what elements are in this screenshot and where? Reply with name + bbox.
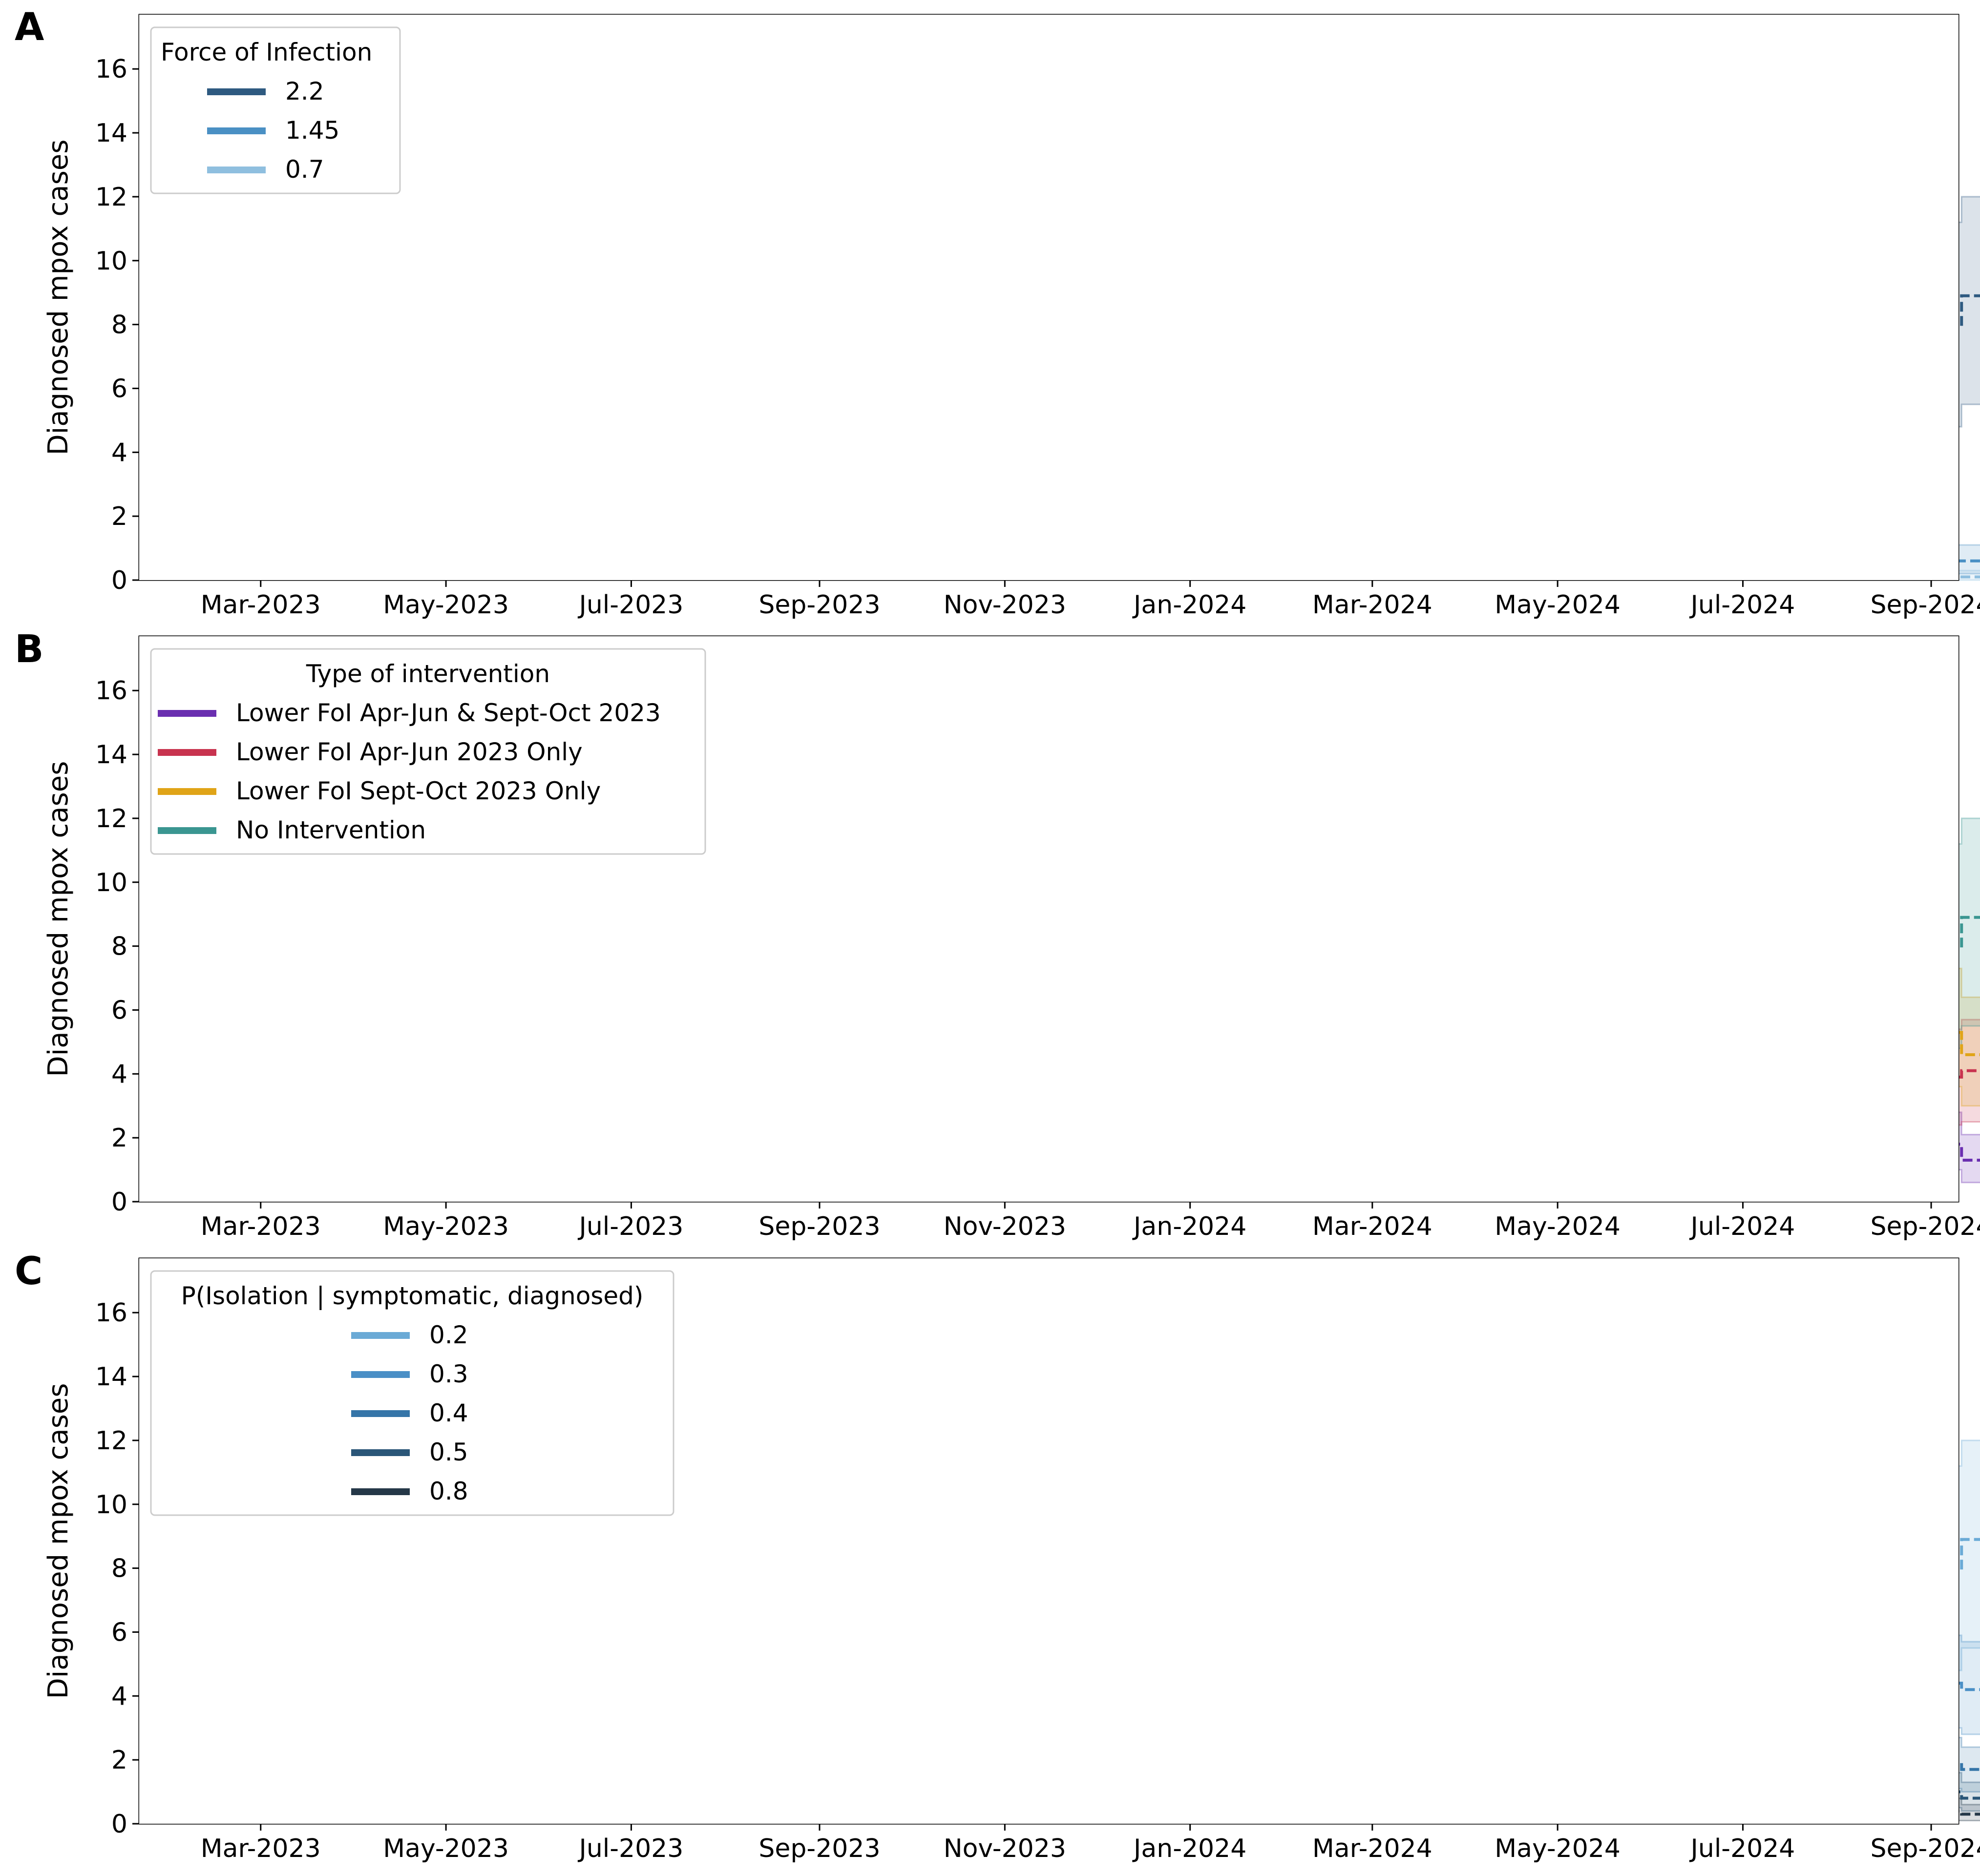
x-tick-label: Sep-2023 (758, 1834, 880, 1863)
x-tick-label: Jul-2024 (1689, 1212, 1795, 1241)
legend-entry-label: 0.3 (429, 1360, 468, 1388)
y-tick-label: 12 (95, 1426, 127, 1456)
y-tick-label: 8 (111, 1554, 127, 1584)
x-tick-label: Jul-2024 (1689, 590, 1795, 620)
legend-entry-label: 0.5 (429, 1438, 468, 1466)
panel-label-a: A (15, 5, 44, 49)
y-tick-label: 6 (111, 1618, 127, 1647)
y-tick-label: 0 (111, 566, 127, 595)
y-tick-label: 10 (95, 1490, 127, 1520)
y-tick-label: 14 (95, 740, 127, 770)
legend-entry-label: 1.45 (285, 116, 339, 145)
panel-label-c: C (15, 1250, 42, 1293)
y-axis-label-c: Diagnosed mpox cases (42, 1383, 74, 1699)
legend-entry-label: No Intervention (236, 816, 426, 844)
legend-entry-label: 0.7 (285, 155, 324, 184)
y-tick-label: 10 (95, 868, 127, 897)
x-tick-label: Mar-2024 (1312, 1834, 1432, 1863)
panel-c: 0 2 4 6 8 10 12 14 16 Mar-2023 May-2023 Jul-2023 Sep… (15, 1250, 1980, 1863)
y-tick-label: 0 (111, 1188, 127, 1217)
x-tick-label: Mar-2024 (1312, 590, 1432, 620)
x-tick-label: Nov-2023 (944, 1212, 1066, 1241)
x-tick-label: Sep-2023 (758, 590, 880, 620)
x-tick-label: May-2023 (383, 1212, 509, 1241)
y-tick-label: 10 (95, 247, 127, 276)
y-tick-label: 12 (95, 183, 127, 212)
plot-area-a (139, 15, 1959, 580)
y-tick-label: 14 (95, 119, 127, 148)
x-tick-label: Jul-2023 (578, 590, 684, 620)
y-tick-label: 2 (111, 1124, 127, 1153)
y-tick-label: 8 (111, 311, 127, 340)
x-tick-label: May-2023 (383, 590, 509, 620)
y-axis-label-a: Diagnosed mpox cases (42, 140, 74, 456)
panel-a: 0 2 4 6 8 10 12 14 16 Mar-2023 May-2023 Jul-2023 Sep… (15, 5, 1980, 620)
x-tick-label: Sep-2024 (1870, 1212, 1980, 1241)
legend-entry-label: 0.2 (429, 1321, 468, 1349)
y-tick-label: 0 (111, 1810, 127, 1839)
legend-a: Force of Infection 2.2 1.45 0.7 (150, 26, 401, 194)
y-tick-label: 16 (95, 676, 127, 706)
y-tick-label: 14 (95, 1362, 127, 1392)
y-tick-label: 8 (111, 932, 127, 961)
y-tick-label: 4 (111, 1682, 127, 1711)
x-tick-label: Mar-2023 (201, 1834, 321, 1863)
y-axis-label-b: Diagnosed mpox cases (42, 761, 74, 1077)
legend-title-c: P(Isolation | symptomatic, diagnosed) (181, 1282, 644, 1310)
legend-entry-label: 0.4 (429, 1399, 468, 1427)
x-tick-label: Sep-2024 (1870, 590, 1980, 620)
legend-entry-label: 2.2 (285, 77, 324, 105)
legend-b: Type of intervention Lower FoI Apr-Jun &… (150, 648, 706, 855)
x-tick-label: May-2024 (1495, 1834, 1621, 1863)
legend-c: P(Isolation | symptomatic, diagnosed) 0.… (150, 1270, 674, 1516)
y-tick-label: 6 (111, 374, 127, 403)
y-tick-label: 2 (111, 1746, 127, 1775)
axes-a: 0 2 4 6 8 10 12 14 16 Mar-2023 May-2023 Jul-2023 Sep… (95, 15, 1980, 620)
legend-box-b (150, 648, 706, 855)
x-tick-label: Nov-2023 (944, 590, 1066, 620)
x-tick-label: Nov-2023 (944, 1834, 1066, 1863)
legend-entry-label: Lower FoI Apr-Jun & Sept-Oct 2023 (236, 699, 661, 727)
x-tick-label: Jul-2024 (1689, 1834, 1795, 1863)
x-tick-label: May-2024 (1495, 590, 1621, 620)
x-tick-label: May-2023 (383, 1834, 509, 1863)
legend-box-a (150, 26, 401, 194)
x-tick-label: Mar-2024 (1312, 1212, 1432, 1241)
x-tick-label: Mar-2023 (201, 1212, 321, 1241)
legend-entry-label: Lower FoI Apr-Jun 2023 Only (236, 738, 583, 766)
x-tick-label: Jul-2023 (578, 1212, 684, 1241)
y-tick-label: 6 (111, 996, 127, 1025)
legend-entry-label: Lower FoI Sept-Oct 2023 Only (236, 777, 601, 805)
x-tick-label: Jan-2024 (1132, 1834, 1246, 1863)
x-tick-label: Jan-2024 (1132, 1212, 1246, 1241)
legend-box-c (150, 1270, 674, 1516)
x-tick-label: May-2024 (1495, 1212, 1621, 1241)
y-tick-label: 2 (111, 502, 127, 531)
x-tick-label: Sep-2024 (1870, 1834, 1980, 1863)
y-tick-label: 12 (95, 804, 127, 834)
x-tick-label: Mar-2023 (201, 590, 321, 620)
legend-title-a: Force of Infection (161, 38, 372, 66)
x-tick-label: Sep-2023 (758, 1212, 880, 1241)
panel-label-b: B (15, 627, 43, 671)
y-tick-label: 4 (111, 438, 127, 467)
panel-b: 0 2 4 6 8 10 12 14 16 Mar-2023 May-2023 Jul-2023 Sep… (15, 627, 1980, 1241)
legend-entry-label: 0.8 (429, 1477, 468, 1505)
legend-title-b: Type of intervention (306, 660, 550, 688)
y-tick-label: 16 (95, 1298, 127, 1328)
y-tick-label: 4 (111, 1060, 127, 1089)
x-tick-label: Jan-2024 (1132, 590, 1246, 620)
y-tick-label: 16 (95, 55, 127, 84)
x-tick-label: Jul-2023 (578, 1834, 684, 1863)
